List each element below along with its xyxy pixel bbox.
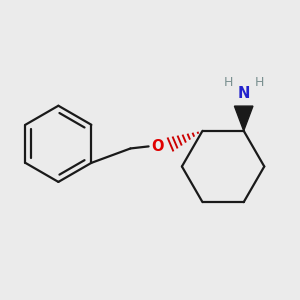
Text: N: N [238,86,250,101]
Text: H: H [224,76,233,89]
Text: H: H [254,76,264,89]
Polygon shape [234,106,253,131]
Text: O: O [151,139,164,154]
